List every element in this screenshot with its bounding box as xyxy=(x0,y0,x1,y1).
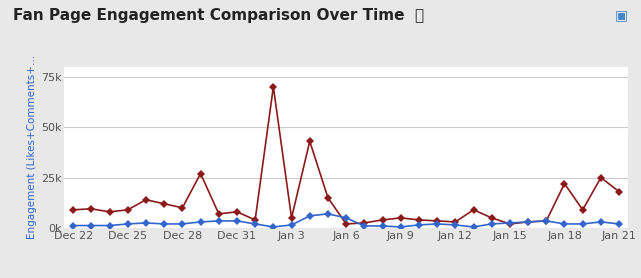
Idea xyxy=(269,85,277,88)
Airtel India xyxy=(415,223,423,227)
Airtel India xyxy=(69,224,77,227)
Airtel India xyxy=(124,222,131,226)
Airtel India xyxy=(197,220,204,224)
Idea xyxy=(288,216,296,220)
Idea xyxy=(142,198,150,201)
Idea xyxy=(379,218,387,222)
Idea xyxy=(88,207,96,210)
Idea xyxy=(579,208,587,212)
Airtel India xyxy=(251,222,259,226)
Idea xyxy=(397,216,404,220)
Idea xyxy=(451,220,459,224)
Airtel India xyxy=(433,222,441,226)
Airtel India xyxy=(233,219,241,223)
Idea xyxy=(69,208,77,212)
Idea xyxy=(215,212,222,215)
Idea xyxy=(342,222,350,226)
Airtel India xyxy=(215,219,222,223)
Idea xyxy=(251,218,259,222)
Airtel India xyxy=(306,214,313,217)
Airtel India xyxy=(179,222,187,226)
Idea xyxy=(360,221,368,225)
Idea xyxy=(197,172,204,175)
Airtel India xyxy=(615,222,623,226)
Idea xyxy=(306,140,313,143)
Text: ▣: ▣ xyxy=(615,8,628,22)
Idea xyxy=(615,190,623,193)
Airtel India xyxy=(269,225,277,229)
Airtel India xyxy=(379,224,387,228)
Idea xyxy=(415,218,423,222)
Airtel India xyxy=(88,224,96,227)
Airtel India xyxy=(342,216,350,220)
Idea xyxy=(106,210,113,214)
Idea xyxy=(542,219,550,223)
Line: Airtel India: Airtel India xyxy=(71,211,622,230)
Airtel India xyxy=(488,222,495,226)
Airtel India xyxy=(524,220,532,224)
Idea xyxy=(179,206,187,210)
Airtel India xyxy=(597,220,604,224)
Idea xyxy=(324,196,332,199)
Y-axis label: Engagement (Likes+Comments+…: Engagement (Likes+Comments+… xyxy=(26,55,37,239)
Idea xyxy=(524,220,532,224)
Airtel India xyxy=(106,224,113,227)
Text: Fan Page Engagement Comparison Over Time  ❓: Fan Page Engagement Comparison Over Time… xyxy=(13,8,424,23)
Idea xyxy=(506,222,513,226)
Airtel India xyxy=(506,221,513,225)
Idea xyxy=(488,216,495,220)
Airtel India xyxy=(142,221,150,225)
Airtel India xyxy=(579,222,587,226)
Airtel India xyxy=(288,223,296,227)
Line: Idea: Idea xyxy=(71,84,622,227)
Idea xyxy=(233,210,241,214)
Idea xyxy=(561,182,569,185)
Airtel India xyxy=(470,225,478,229)
Idea xyxy=(597,176,604,179)
Idea xyxy=(160,202,168,205)
Airtel India xyxy=(397,225,404,229)
Idea xyxy=(470,208,478,212)
Airtel India xyxy=(360,224,368,228)
Airtel India xyxy=(160,222,168,226)
Idea xyxy=(124,208,131,212)
Idea xyxy=(433,219,441,223)
Airtel India xyxy=(451,223,459,227)
Airtel India xyxy=(561,222,569,226)
Airtel India xyxy=(542,219,550,223)
Airtel India xyxy=(324,212,332,215)
